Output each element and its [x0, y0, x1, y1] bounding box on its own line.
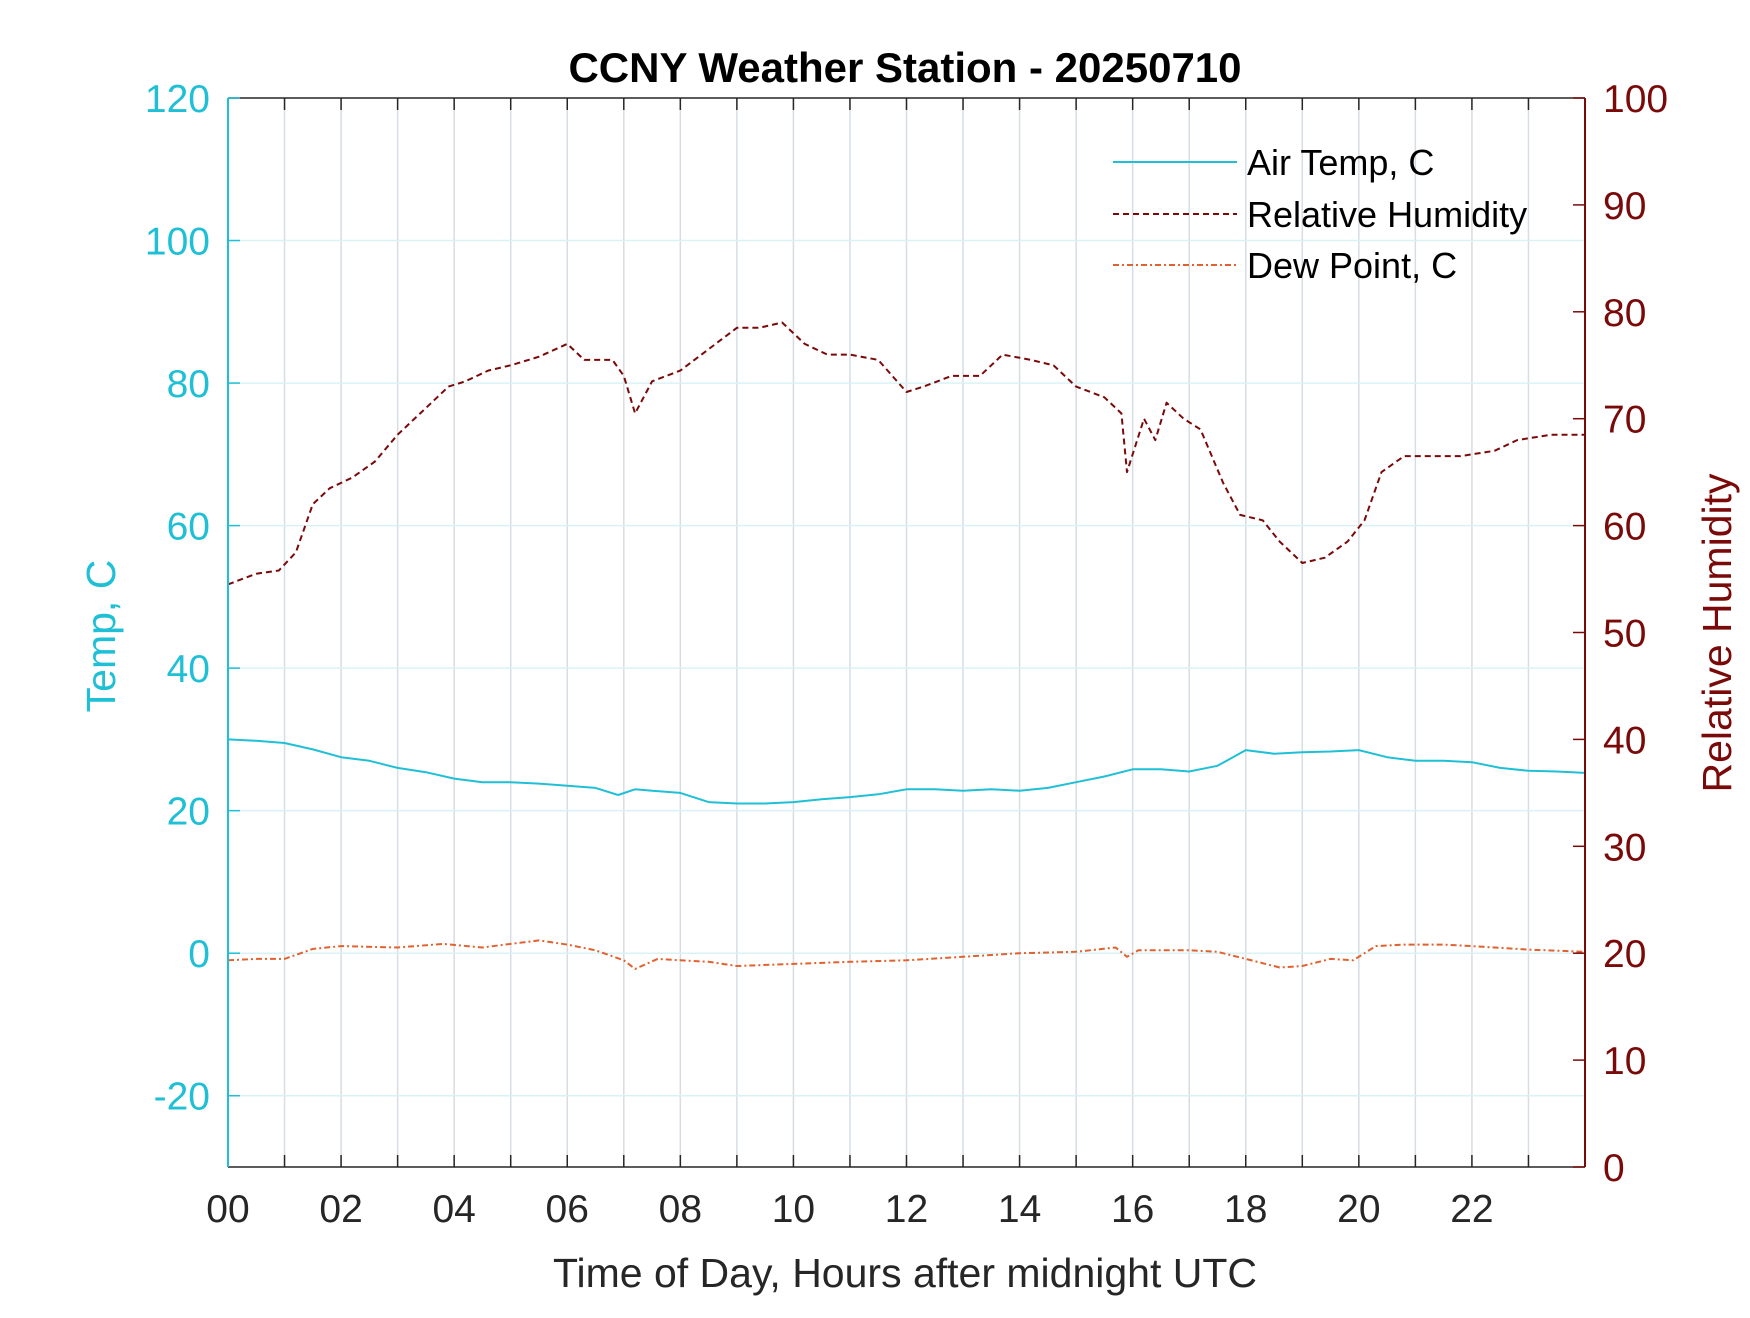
- y-right-tick-label: 50: [1603, 613, 1646, 656]
- axis-layer: 00 02 04 06 08 10 12 14 16 18 20 22120100806040200-…: [145, 78, 1668, 1231]
- y-left-tick-label: 120: [145, 78, 210, 121]
- y-right-tick-label: 40: [1603, 719, 1646, 762]
- y-left-tick-label: 100: [145, 221, 210, 264]
- x-tick-label: 08: [659, 1188, 702, 1231]
- y-left-tick-label: 60: [167, 506, 210, 549]
- y-left-tick-label: 80: [167, 363, 210, 406]
- x-tick-label: 18: [1224, 1188, 1267, 1231]
- y-right-tick-label: 60: [1603, 506, 1646, 549]
- x-tick-label: 06: [546, 1188, 589, 1231]
- x-tick-label: 14: [998, 1188, 1041, 1231]
- y-right-tick-label: 90: [1603, 185, 1646, 228]
- x-tick-label: 04: [432, 1188, 475, 1231]
- series-line-relative-humidity: [227, 321, 1585, 586]
- series-line-air-temp-c: [227, 738, 1586, 805]
- y-right-axis-label: Relative Humidity: [1694, 473, 1740, 792]
- x-tick-label: 10: [772, 1188, 815, 1231]
- y-right-tick-label: 10: [1603, 1040, 1646, 1083]
- y-right-tick-label: 30: [1603, 826, 1646, 869]
- x-tick-label: 16: [1111, 1188, 1154, 1231]
- x-tick-label: 20: [1337, 1188, 1380, 1231]
- y-right-tick-label: 70: [1603, 399, 1646, 442]
- x-tick-label: 12: [885, 1188, 928, 1231]
- y-left-tick-label: -20: [154, 1076, 210, 1119]
- legend: Air Temp, C Relative Humidity Dew Point, C: [1113, 142, 1527, 286]
- x-tick-label: 02: [319, 1188, 362, 1231]
- y-left-tick-label: 20: [167, 791, 210, 834]
- series-line-dew-point-c: [227, 939, 1586, 970]
- legend-label: Relative Humidity: [1247, 194, 1527, 235]
- x-tick-label: 22: [1450, 1188, 1493, 1231]
- legend-label: Dew Point, C: [1247, 245, 1457, 286]
- y-left-axis-label: Temp, C: [78, 560, 124, 713]
- y-left-tick-label: 0: [188, 933, 210, 976]
- grid-layer: [228, 98, 1585, 1167]
- y-right-tick-label: 20: [1603, 933, 1646, 976]
- x-tick-label: 00: [206, 1188, 249, 1231]
- legend-label: Air Temp, C: [1247, 142, 1434, 183]
- y-right-tick-label: 80: [1603, 292, 1646, 335]
- chart-title: CCNY Weather Station - 20250710: [568, 44, 1241, 91]
- x-axis-label: Time of Day, Hours after midnight UTC: [553, 1250, 1257, 1296]
- series-layer: [227, 321, 1586, 970]
- y-right-tick-label: 0: [1603, 1147, 1625, 1190]
- y-right-tick-label: 100: [1603, 78, 1668, 121]
- y-left-tick-label: 40: [167, 648, 210, 691]
